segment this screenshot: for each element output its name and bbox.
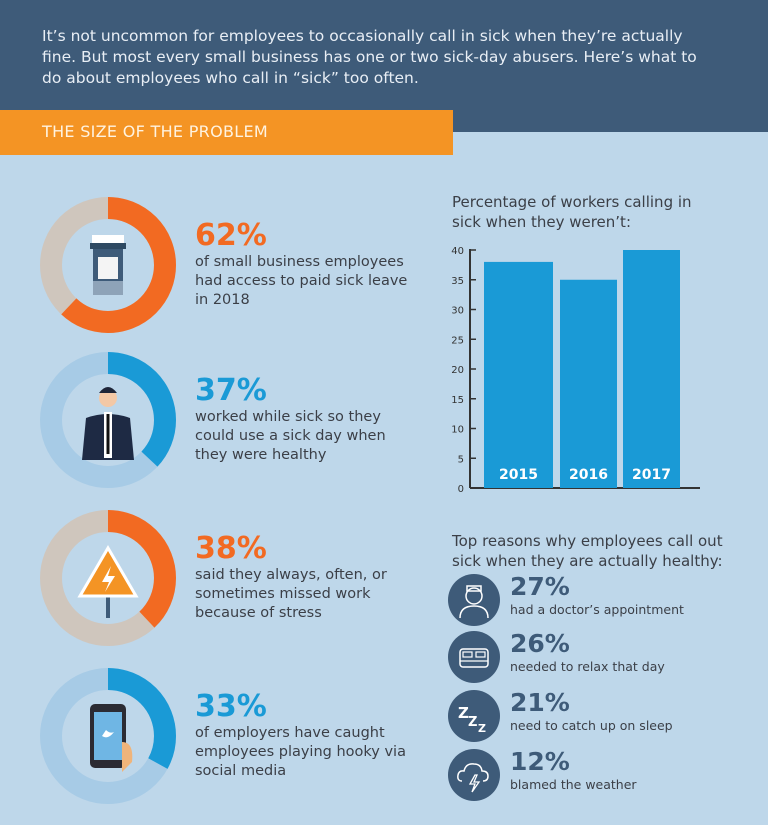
svg-text:Z: Z [478, 722, 486, 735]
svg-text:Z: Z [458, 704, 469, 722]
section-title: THE SIZE OF THE PROBLEM [42, 122, 268, 141]
reason-item: 12% blamed the weather [448, 747, 748, 803]
stat-block: 38% said they always, often, or sometimes… [195, 532, 415, 623]
reason-item: 26% needed to relax that day [448, 629, 748, 685]
stat-percent: 38% [195, 531, 267, 566]
bed-icon [448, 631, 500, 683]
section-banner: THE SIZE OF THE PROBLEM [0, 110, 453, 155]
reason-item: Z Z Z 21% need to catch up on sleep [448, 688, 748, 744]
donut-2 [40, 352, 176, 488]
y-tick-label: 35 [451, 276, 464, 287]
y-tick-label: 20 [451, 365, 464, 376]
reason-percent: 26% [510, 629, 570, 658]
svg-text:Z: Z [468, 715, 477, 730]
donut-1 [40, 197, 176, 333]
donut-value-arc [40, 668, 176, 804]
donut-value-arc [40, 510, 176, 646]
stat-description: of employers have caught employees playi… [195, 725, 406, 779]
smartphone-icon [90, 704, 133, 772]
reason-item: 27% had a doctor’s appointment [448, 572, 748, 628]
bar-label: 2017 [632, 467, 671, 483]
storm-cloud-icon [448, 749, 500, 801]
y-tick-label: 15 [451, 395, 464, 406]
y-tick-label: 10 [451, 425, 464, 436]
donut-value-arc [40, 352, 176, 488]
intro-text: It’s not uncommon for employees to occas… [42, 27, 697, 87]
doctor-icon [448, 574, 500, 626]
stat-block: 37% worked while sick so they could use a… [195, 374, 415, 465]
stat-block: 62% of small business employees had acces… [195, 219, 415, 310]
y-tick-label: 25 [451, 335, 464, 346]
bar-chart: 0 5 10 15 20 25 30 35 40 2015 2016 2017 [451, 246, 700, 495]
warning-sign-icon [77, 545, 139, 618]
donut-value-arc [40, 197, 176, 333]
bar-2017 [623, 250, 680, 488]
bar-label: 2015 [499, 467, 538, 483]
reason-description: blamed the weather [510, 777, 637, 792]
stat-description: of small business employees had access t… [195, 254, 408, 308]
y-tick-label: 5 [458, 454, 464, 465]
y-tick-label: 40 [451, 246, 464, 257]
pill-bottle-icon [90, 235, 126, 295]
reason-description: had a doctor’s appointment [510, 602, 684, 617]
chart-title: Percentage of workers calling in sick wh… [452, 193, 692, 231]
stat-description: worked while sick so they could use a si… [195, 409, 386, 463]
reasons-title: Top reasons why employees call out sick … [452, 532, 723, 570]
bar-2015 [484, 261, 553, 488]
sleep-zzz-icon: ZZ Z [448, 690, 500, 742]
reason-percent: 21% [510, 688, 570, 717]
stat-percent: 37% [195, 373, 267, 408]
stat-percent: 62% [195, 218, 267, 253]
y-tick-label: 0 [458, 484, 464, 495]
reason-percent: 12% [510, 747, 570, 776]
stat-percent: 33% [195, 689, 267, 724]
reason-description: needed to relax that day [510, 659, 665, 674]
stat-description: said they always, often, or sometimes mi… [195, 567, 387, 621]
reason-description: need to catch up on sleep [510, 718, 673, 733]
donut-4 [40, 668, 176, 804]
reason-percent: 27% [510, 572, 570, 601]
bar-label: 2016 [569, 467, 608, 483]
y-tick-label: 30 [451, 306, 464, 317]
businessman-icon [82, 387, 134, 460]
bar-2016 [560, 279, 617, 488]
donut-3 [40, 510, 176, 646]
stat-block: 33% of employers have caught employees pl… [195, 690, 415, 781]
